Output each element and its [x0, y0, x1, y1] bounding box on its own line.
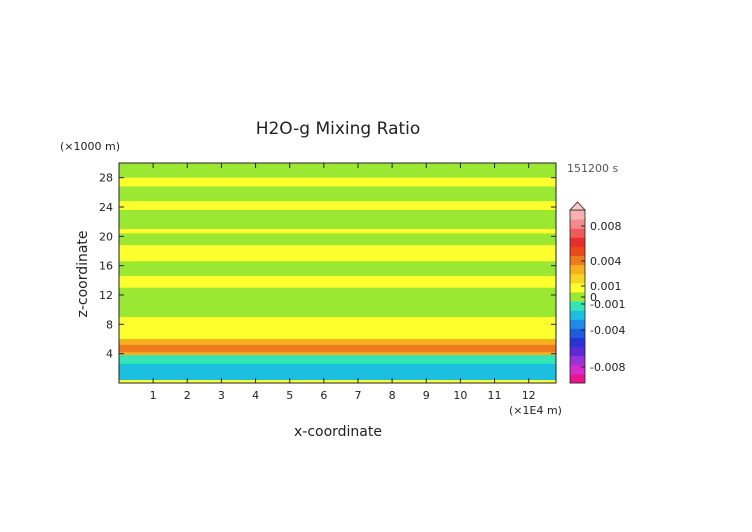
y-tick-label: 8	[106, 318, 113, 331]
chart-title: H2O-g Mixing Ratio	[256, 119, 421, 139]
contour-region-3	[119, 186, 556, 202]
x-axis-label: x-coordinate	[294, 424, 382, 440]
y-axis: 4 8 12 16 20 24 28	[99, 172, 556, 361]
x-axis: 1 2 3 4 5 6 7 8 9 10 11 12	[150, 163, 536, 402]
colorbar-extend-arrow	[569, 201, 586, 211]
y-tick-label: 12	[99, 289, 113, 302]
colorbar-label: 0.001	[590, 280, 622, 293]
colorbar-segment	[570, 337, 585, 348]
colorbar-label: -0.008	[590, 361, 625, 374]
x-tick-label: 8	[389, 389, 396, 402]
x-tick-label: 11	[488, 389, 502, 402]
colorbar-segment	[570, 237, 585, 247]
x-tick-label: 7	[354, 389, 361, 402]
x-tick-label: 1	[150, 389, 157, 402]
colorbar-segment	[570, 228, 585, 238]
contour-region-6	[119, 261, 556, 276]
colorbar-segment	[570, 301, 585, 311]
plot-frame	[118, 162, 557, 384]
colorbar-label: 0	[590, 291, 597, 304]
y-axis-label: z-coordinate	[75, 230, 91, 317]
y-tick-label: 16	[99, 260, 113, 273]
x-tick-label: 10	[453, 389, 467, 402]
colorbar-segment	[570, 373, 585, 384]
y-tick-label: 20	[99, 230, 113, 243]
contour-region-2	[119, 163, 556, 178]
x-tick-label: 2	[184, 389, 191, 402]
y-unit-label: (×1000 m)	[60, 140, 120, 153]
y-tick-label: 28	[99, 172, 113, 185]
contour-region-4	[119, 209, 556, 229]
colorbar-segment	[570, 246, 585, 257]
x-tick-label: 4	[252, 389, 259, 402]
colorbar-label: 0.008	[590, 220, 622, 233]
x-tick-label: 3	[218, 389, 225, 402]
colorbar-segment	[570, 364, 585, 375]
x-tick-label: 5	[286, 389, 293, 402]
contour-region-7	[119, 287, 556, 317]
colorbar-segment	[570, 264, 585, 275]
colorbar-segment	[570, 255, 585, 266]
colorbar-label: -0.001	[590, 298, 625, 311]
x-unit-label: (×1E4 m)	[509, 404, 562, 417]
contour-region-10	[119, 363, 556, 381]
contour-region-12	[119, 344, 556, 353]
colorbar-segment	[570, 291, 585, 302]
contour-region-5	[119, 233, 556, 246]
x-tick-label: 9	[423, 389, 430, 402]
x-tick-label: 12	[522, 389, 536, 402]
colorbar-segment	[570, 310, 585, 320]
colorbar-segment	[570, 282, 585, 293]
colorbar-segment	[570, 328, 585, 338]
x-tick-label: 6	[320, 389, 327, 402]
time-label: 151200 s	[567, 162, 618, 175]
contour-regions	[119, 163, 556, 383]
colorbar-segment	[570, 273, 585, 284]
colorbar-segment	[570, 219, 585, 229]
colorbar-segment	[570, 210, 585, 220]
colorbar-label: -0.004	[590, 324, 625, 337]
y-tick-label: 4	[106, 348, 113, 361]
colorbar-label: 0.004	[590, 255, 622, 268]
y-tick-label: 24	[99, 201, 113, 214]
colorbar-segment	[570, 346, 585, 357]
colorbar-segment	[570, 355, 585, 366]
colorbar-segment	[570, 319, 585, 329]
